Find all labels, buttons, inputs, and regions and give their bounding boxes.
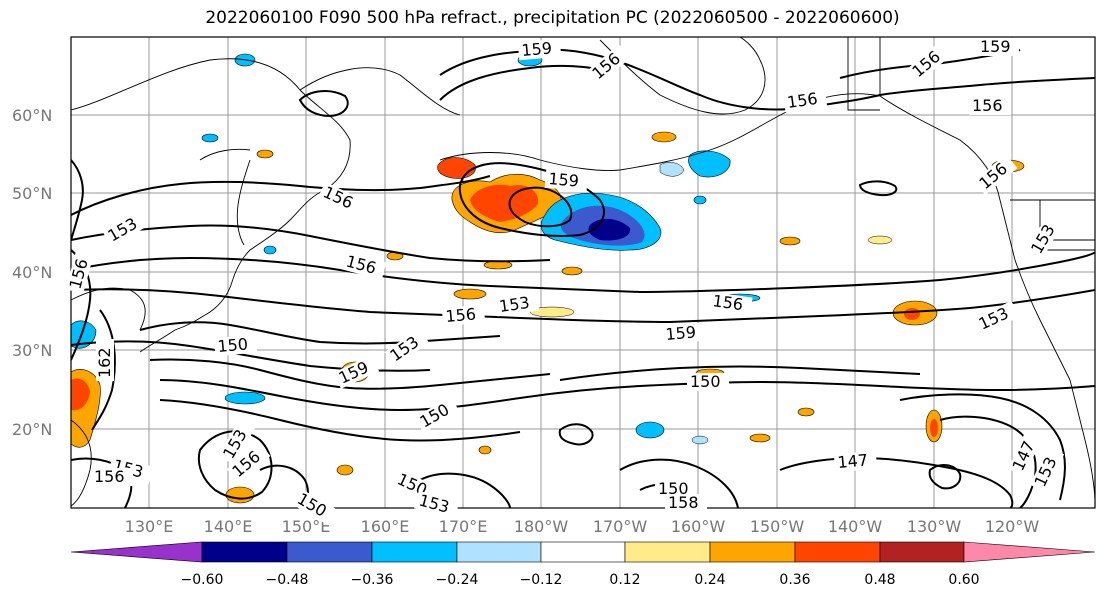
colorbar-segment — [709, 541, 796, 563]
colorbar-tick-label: −0.60 — [181, 572, 224, 588]
contour-label: 159 — [521, 38, 553, 60]
lat-label: 30°N — [12, 341, 52, 360]
lat-label: 20°N — [12, 420, 52, 439]
colorbar-tick-label: 0.36 — [779, 572, 810, 588]
lon-label: 120°W — [985, 517, 1040, 536]
colorbar-tick-label: 0.12 — [609, 572, 640, 588]
colorbar-tick-label: 0.60 — [948, 572, 979, 588]
lon-label: 170°E — [439, 517, 488, 536]
lon-label: 150°E — [282, 517, 331, 536]
colorbar-tick-label: 0.24 — [694, 572, 725, 588]
colorbar-ticks: −0.60 −0.48 −0.36 −0.24 −0.12 0.12 0.24 … — [181, 572, 980, 588]
colorbar-segment — [456, 541, 542, 563]
colorbar-tick-label: −0.36 — [351, 572, 394, 588]
contour-label: 153 — [498, 293, 531, 316]
colorbar-segment — [286, 541, 373, 563]
contour-label: 159 — [548, 169, 580, 191]
contour-label: 156 — [445, 304, 477, 326]
lon-label: 160°E — [361, 517, 410, 536]
colorbar-tick-label: −0.12 — [520, 572, 563, 588]
lon-label: 140°E — [204, 517, 253, 536]
latitude-labels: 60°N 50°N 40°N 30°N 20°N — [12, 106, 52, 439]
colorbar — [70, 541, 1096, 563]
colorbar-tick-label: −0.48 — [266, 572, 309, 588]
lon-label: 170°W — [593, 517, 648, 536]
contour-labels: 159 156 156 159 156 156 153 156 156 159 … — [66, 37, 1065, 525]
lon-label: 160°W — [671, 517, 726, 536]
longitude-labels: 130°E 140°E 150°E 160°E 170°E 180°W 170°… — [125, 517, 1040, 536]
contour-label: 156 — [786, 89, 819, 112]
contour-label: 147 — [837, 450, 869, 472]
contour-label: 150 — [217, 334, 249, 356]
colorbar-segment — [794, 541, 881, 563]
contour-label: 150 — [658, 479, 689, 498]
coastlines — [71, 37, 1095, 507]
lon-label: 130°W — [907, 517, 962, 536]
contour-label: 158 — [668, 493, 699, 512]
graticule — [71, 37, 1095, 508]
contour-label: 156 — [972, 96, 1003, 115]
map-title: 2022060100 F090 500 hPa refract., precip… — [205, 8, 900, 28]
contour-label: 150 — [690, 372, 721, 391]
colorbar-segment — [624, 541, 711, 563]
lon-label: 180°W — [514, 517, 569, 536]
lat-label: 40°N — [12, 263, 52, 282]
contour-label: 156 — [711, 291, 744, 314]
contour-label: 159 — [665, 322, 697, 344]
colorbar-tick-label: 0.48 — [864, 572, 895, 588]
contour-label: 162 — [95, 347, 114, 378]
lon-label: 140°W — [828, 517, 883, 536]
lon-label: 150°W — [750, 517, 805, 536]
colorbar-segment — [201, 541, 288, 563]
lon-label: 130°E — [125, 517, 174, 536]
lat-label: 60°N — [12, 106, 52, 125]
contour-label: 159 — [980, 37, 1011, 56]
lat-label: 50°N — [12, 184, 52, 203]
colorbar-segment — [879, 541, 965, 563]
colorbar-segment — [70, 541, 203, 563]
contour-label: 156 — [94, 467, 125, 486]
colorbar-segment — [371, 541, 458, 563]
colorbar-segment — [540, 541, 626, 563]
colorbar-segment — [963, 541, 1096, 563]
colorbar-tick-label: −0.24 — [436, 572, 479, 588]
